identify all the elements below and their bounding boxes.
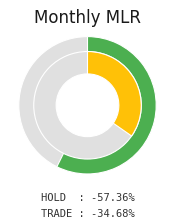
- Wedge shape: [88, 52, 141, 136]
- Wedge shape: [19, 37, 156, 174]
- Wedge shape: [34, 52, 141, 159]
- Title: Monthly MLR: Monthly MLR: [34, 9, 141, 27]
- Text: TRADE : -34.68%: TRADE : -34.68%: [41, 209, 134, 219]
- Wedge shape: [57, 37, 156, 174]
- Text: HOLD  : -57.36%: HOLD : -57.36%: [41, 193, 134, 203]
